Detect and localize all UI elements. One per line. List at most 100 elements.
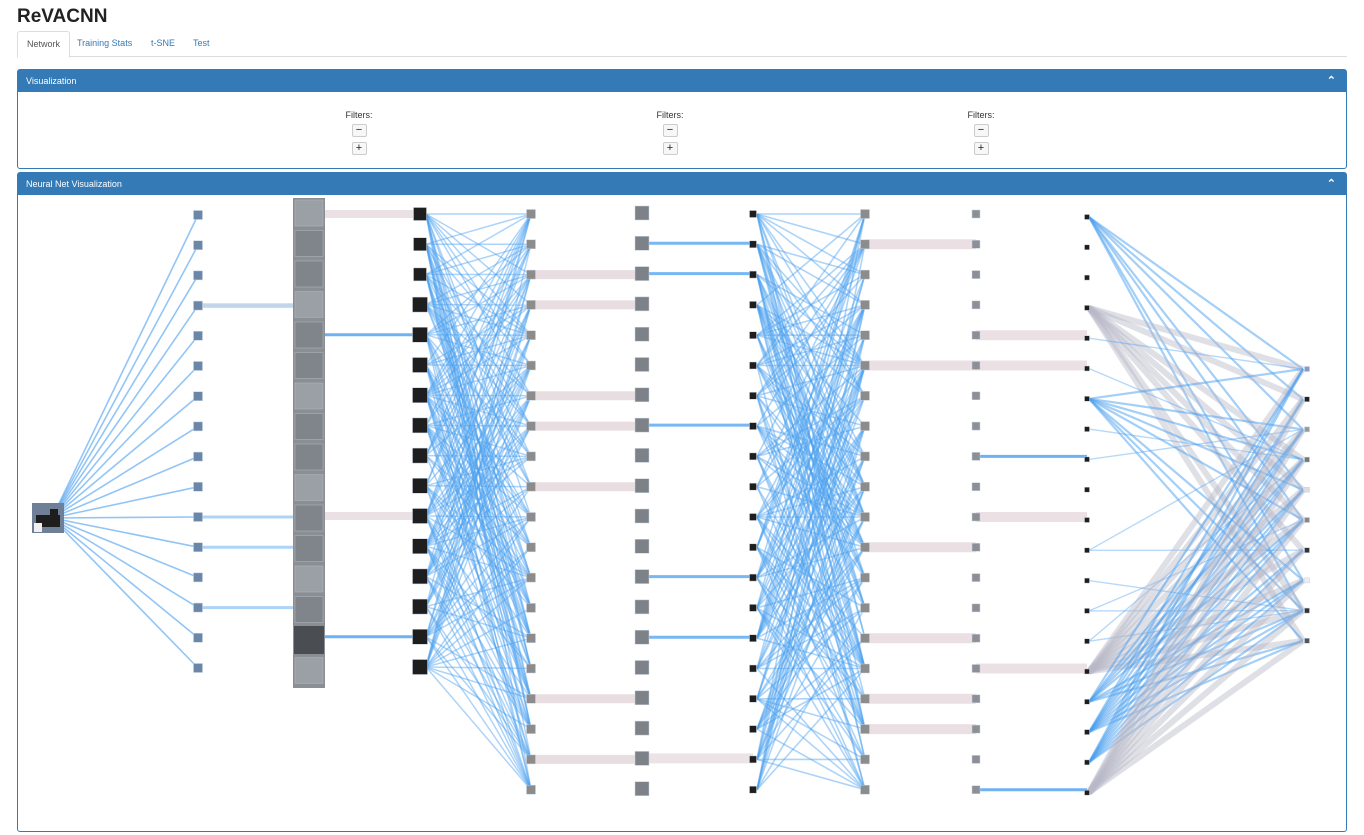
relu-node [413, 418, 428, 433]
feature-map-node [295, 200, 323, 226]
conv2-node [527, 210, 536, 219]
chevron-up-icon[interactable]: ⌃ [1327, 173, 1336, 195]
visualization-panel-header[interactable]: Visualization ⌃ [18, 70, 1346, 92]
conv3-node [861, 210, 870, 219]
chevron-up-icon[interactable]: ⌃ [1327, 70, 1336, 92]
conv2-node [527, 755, 536, 764]
conv-node [194, 271, 203, 280]
pool3-node [1085, 578, 1090, 583]
conv2-node [527, 694, 536, 703]
pool3-node [1085, 699, 1090, 704]
conv-node [194, 482, 203, 491]
relu3-node [972, 483, 980, 491]
relu3-node [972, 543, 980, 551]
relu2-node [635, 388, 649, 402]
relu3-node [972, 574, 980, 582]
relu3-node [972, 301, 980, 309]
conv3-node [861, 785, 870, 794]
conv-node [194, 301, 203, 310]
conv-node [194, 392, 203, 401]
pool3-node [1085, 245, 1090, 250]
edge [1089, 217, 1303, 399]
relu3-node [972, 604, 980, 612]
feature-map-node [295, 414, 323, 440]
pool3-node [1085, 639, 1090, 644]
conv3-node [861, 452, 870, 461]
filter-decrease-button[interactable]: − [352, 124, 367, 137]
pool3-node [1085, 548, 1090, 553]
softmax-node [1305, 487, 1310, 492]
filter-group-3: Filters: −+ [951, 110, 1011, 156]
relu3-node [972, 362, 980, 370]
pool3-node [1085, 275, 1090, 280]
conv3-node [861, 603, 870, 612]
pool-node [750, 453, 757, 460]
edge [426, 667, 531, 669]
relu-node [413, 358, 428, 373]
network-canvas[interactable] [18, 195, 1346, 835]
edge [52, 518, 198, 577]
tab-test[interactable]: Test [184, 31, 219, 55]
pool-node [750, 635, 757, 642]
relu3-node [972, 422, 980, 430]
conv2-node [527, 603, 536, 612]
visualization-panel: Visualization ⌃ Filters: −+ Filters: −+ … [17, 69, 1347, 169]
tab-training-stats[interactable]: Training Stats [68, 31, 141, 55]
filter-increase-button[interactable]: + [663, 142, 678, 155]
filter-increase-button[interactable]: + [352, 142, 367, 155]
input-image-subject [50, 509, 58, 517]
node-layer [32, 198, 1310, 796]
filter-increase-button[interactable]: + [974, 142, 989, 155]
conv2-node [527, 270, 536, 279]
relu3-node [972, 755, 980, 763]
pool3-node [1085, 760, 1090, 765]
pool-node [750, 392, 757, 399]
pool3-node [1085, 396, 1090, 401]
relu2-node [635, 418, 649, 432]
softmax-node [1305, 578, 1310, 583]
pool-node [750, 483, 757, 490]
conv-node [194, 211, 203, 220]
relu-node [413, 448, 428, 463]
pool3-node [1085, 336, 1090, 341]
relu-node [413, 297, 428, 312]
relu2-node [635, 206, 649, 220]
pool3-node [1085, 518, 1090, 523]
pool3-node [1085, 487, 1090, 492]
input-image-subject [34, 523, 42, 532]
pool-node [750, 786, 757, 793]
relu2-node [635, 539, 649, 553]
relu2-node [635, 358, 649, 372]
conv3-node [861, 725, 870, 734]
relu2-node [635, 448, 649, 462]
conv3-node [861, 482, 870, 491]
relu2-node [635, 327, 649, 341]
neural-net-panel-header[interactable]: Neural Net Visualization ⌃ [18, 173, 1346, 195]
edge [52, 245, 198, 518]
pool-node [750, 241, 757, 248]
relu-node [414, 238, 427, 251]
tab-network[interactable]: Network [17, 31, 70, 58]
edge-layer [52, 214, 1303, 793]
relu3-node [972, 725, 980, 733]
filter-decrease-button[interactable]: − [663, 124, 678, 137]
relu2-node [635, 509, 649, 523]
pool-node [750, 514, 757, 521]
softmax-node [1305, 427, 1310, 432]
relu-node [413, 327, 428, 342]
relu-node [413, 388, 428, 403]
edge [52, 517, 198, 518]
conv3-node [861, 331, 870, 340]
neural-net-panel: Neural Net Visualization ⌃ [17, 172, 1347, 832]
conv2-node [527, 573, 536, 582]
pool-node [750, 756, 757, 763]
conv3-node [861, 634, 870, 643]
conv3-node [861, 694, 870, 703]
tab-tsne[interactable]: t-SNE [142, 31, 184, 55]
conv2-node [527, 422, 536, 431]
feature-map-node [295, 383, 323, 409]
feature-map-node [295, 658, 323, 684]
conv3-node [861, 270, 870, 279]
filter-decrease-button[interactable]: − [974, 124, 989, 137]
relu2-node [635, 630, 649, 644]
